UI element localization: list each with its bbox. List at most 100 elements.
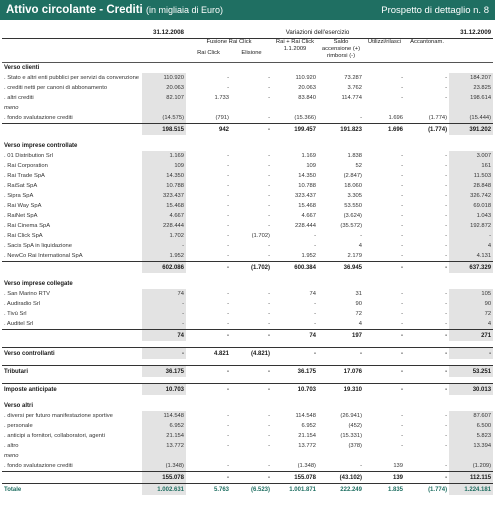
cell-value xyxy=(405,279,449,289)
cell-value: 82.107 xyxy=(142,93,186,103)
cell-value: - xyxy=(268,463,270,469)
table-row: . Rai Cinema SpA 228.444 - - 228.444 (35.572)… xyxy=(2,221,494,231)
cell-value: 4 xyxy=(449,241,494,251)
row-label: . RaiNet SpA xyxy=(4,213,38,219)
cell-value: 3.762 xyxy=(347,85,362,91)
row-label: . San Marino RTV xyxy=(4,291,50,297)
cell-value: - xyxy=(227,75,229,81)
cell-value: - xyxy=(227,85,229,91)
cell-value: 161 xyxy=(449,161,494,171)
cell-value: - xyxy=(227,183,229,189)
cell-value: - xyxy=(314,301,316,307)
cell-value: 52 xyxy=(355,163,362,169)
cell-value: - xyxy=(445,243,448,249)
row-label: . Sipra SpA xyxy=(4,193,34,199)
section-header-row: Verso altri xyxy=(2,401,493,411)
cell-value: 4.821 xyxy=(186,347,231,359)
row-label: . Tivù Srl xyxy=(4,311,27,317)
cell-value: - xyxy=(401,253,403,259)
cell-value: 155.078 xyxy=(142,471,186,484)
cell-value: 13.394 xyxy=(449,441,494,451)
cell-value: (43.102) xyxy=(318,471,364,484)
cell-value: 110.920 xyxy=(142,73,186,83)
cell-value: - xyxy=(227,213,229,219)
cell-value: (6.523) xyxy=(231,483,272,495)
cell-value xyxy=(231,141,272,151)
cell-value xyxy=(231,279,272,289)
cell-value: - xyxy=(401,291,403,297)
cell-value: 114.548 xyxy=(295,413,316,419)
cell-value: 13.772 xyxy=(142,441,186,451)
row-label xyxy=(2,123,142,135)
cell-value: 69.018 xyxy=(449,201,494,211)
cell-value: 1.733 xyxy=(214,95,229,101)
table-row: . Auditel Srl - - - -4- -4 xyxy=(2,319,494,330)
title-text: Attivo circolante - Crediti xyxy=(6,4,143,16)
cell-value: - xyxy=(268,321,270,327)
cell-value xyxy=(272,279,318,289)
cell-value xyxy=(449,401,493,411)
cell-value: 222.249 xyxy=(318,483,364,495)
row-label: Verso imprese controllate xyxy=(4,143,78,149)
cell-value xyxy=(272,141,318,151)
cell-value xyxy=(318,141,364,151)
cell-value: - xyxy=(405,261,450,273)
cell-value: - xyxy=(360,463,362,469)
cell-value: (791) xyxy=(215,115,229,121)
cell-value: (15.331) xyxy=(340,433,362,439)
cell-value: 14.350 xyxy=(142,171,186,181)
cell-value: - xyxy=(445,85,448,91)
cell-value: 74 xyxy=(142,289,186,299)
cell-value xyxy=(142,451,186,461)
cell-value xyxy=(231,63,272,74)
cell-value: - xyxy=(364,261,405,273)
cell-value: - xyxy=(272,347,318,359)
cell-value: - xyxy=(268,213,270,219)
cell-value: 10.703 xyxy=(272,383,318,395)
cell-value: 105 xyxy=(449,289,494,299)
cell-value: - xyxy=(405,471,450,484)
cell-value xyxy=(405,401,449,411)
cell-value: 20.063 xyxy=(142,83,186,93)
cell-value xyxy=(449,279,493,289)
column-subheader-row: Rai Click Elisione xyxy=(2,50,493,61)
cell-value: - xyxy=(445,413,448,419)
row-label: meno xyxy=(4,105,19,111)
cell-value: - xyxy=(186,365,231,377)
cell-value: - xyxy=(268,75,270,81)
cell-value: 1.696 xyxy=(364,123,405,135)
cell-value: - xyxy=(142,319,186,330)
cell-value: - xyxy=(227,321,229,327)
cell-value: 83.840 xyxy=(298,95,316,101)
cell-value: - xyxy=(445,233,448,239)
cell-value: - xyxy=(364,347,405,359)
cell-value: - xyxy=(401,203,403,209)
cell-value: 10.703 xyxy=(142,383,186,395)
cell-value: 4 xyxy=(358,321,362,327)
cell-value xyxy=(364,279,405,289)
cell-value: 20.063 xyxy=(298,85,316,91)
cell-value: 139 xyxy=(364,471,405,484)
cell-value: - xyxy=(445,213,448,219)
cell-value: - xyxy=(227,291,229,297)
cell-value: 3.007 xyxy=(449,151,494,161)
row-label: . fondo svalutazione crediti xyxy=(4,463,73,469)
cell-value: - xyxy=(445,223,448,229)
cell-value: 114.774 xyxy=(341,95,362,101)
col-fusione: Fusione Rai Click xyxy=(206,39,252,45)
cell-value: - xyxy=(186,383,231,395)
cell-value xyxy=(272,103,318,113)
cell-value: - xyxy=(364,329,405,341)
cell-value: - xyxy=(227,413,229,419)
column-header-row: Fusione Rai Click Rai + Rai Click 1.1.20… xyxy=(2,39,493,59)
cell-value: 15.468 xyxy=(298,203,316,209)
table-row: . diversi per futuro manifestazione spor… xyxy=(2,411,494,421)
cell-value: - xyxy=(401,163,403,169)
cell-value: - xyxy=(445,153,448,159)
row-label: . Auditel Srl xyxy=(4,321,34,327)
row-label: Verso clienti xyxy=(4,65,40,71)
cell-value: - xyxy=(227,243,229,249)
cell-value: - xyxy=(314,233,316,239)
cell-value xyxy=(231,401,272,411)
cell-value: - xyxy=(227,253,229,259)
